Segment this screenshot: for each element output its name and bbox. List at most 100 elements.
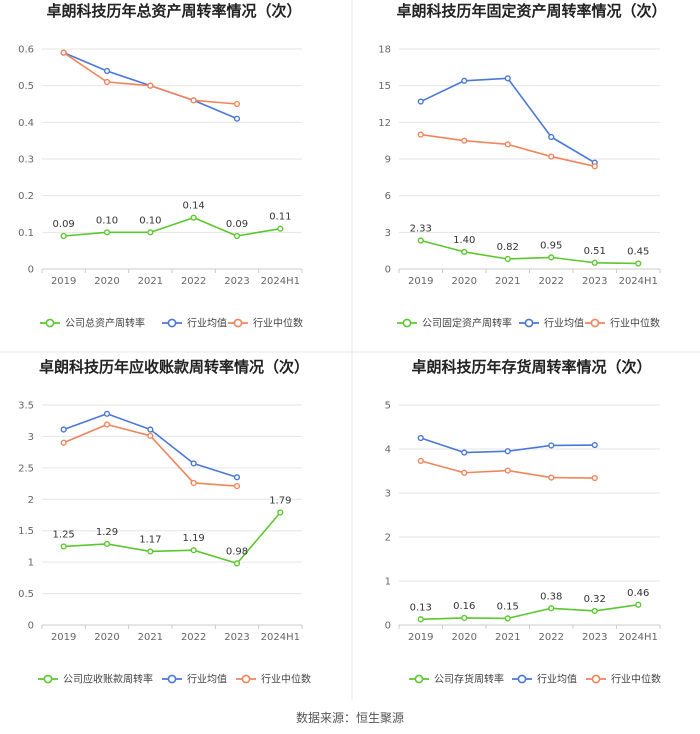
data-label: 0.38 bbox=[540, 591, 562, 602]
y-tick-label: 0 bbox=[385, 621, 391, 632]
legend-item-industry-average: 行业均值 bbox=[162, 673, 227, 686]
chart-title: 卓朗科技历年应收账款周转率情况（次） bbox=[39, 358, 309, 376]
legend-label: 行业均值 bbox=[537, 673, 577, 686]
y-tick-label: 9 bbox=[385, 155, 391, 166]
legend-swatch-marker bbox=[524, 318, 534, 328]
legend-item-industry-median: 行业中位数 bbox=[228, 317, 303, 330]
x-tick-label: 2024H1 bbox=[261, 276, 300, 287]
data-point bbox=[591, 474, 598, 482]
data-point bbox=[277, 225, 284, 232]
series-line-company bbox=[420, 603, 639, 621]
legend-item-company: 公司应收账款周转率 bbox=[38, 673, 153, 686]
chart-title: 卓朗科技历年总资产周转率情况（次） bbox=[46, 2, 301, 20]
data-point bbox=[233, 232, 241, 240]
y-tick-label: 18 bbox=[378, 45, 391, 56]
x-tick-label: 2023 bbox=[582, 632, 607, 643]
x-tick-label: 2020 bbox=[94, 276, 119, 287]
data-label: 0.46 bbox=[627, 588, 649, 599]
data-point bbox=[591, 163, 598, 170]
y-tick-label: 4 bbox=[385, 445, 391, 456]
x-tick-label: 2019 bbox=[51, 276, 76, 287]
y-tick-label: 0.5 bbox=[18, 81, 34, 92]
data-point bbox=[504, 75, 511, 82]
y-tick-label: 2 bbox=[385, 533, 391, 544]
legend-item-industry-median: 行业中位数 bbox=[585, 317, 660, 330]
data-point bbox=[417, 457, 424, 464]
data-point bbox=[190, 214, 197, 221]
legend-label: 行业中位数 bbox=[610, 317, 660, 330]
data-point bbox=[103, 229, 111, 236]
data-label: 0.16 bbox=[453, 601, 475, 612]
chart-title: 卓朗科技历年固定资产周转率情况（次） bbox=[396, 2, 666, 20]
chart-title: 卓朗科技历年存货周转率情况（次） bbox=[411, 358, 651, 376]
legend-label: 行业均值 bbox=[544, 317, 584, 330]
x-tick-label: 2024H1 bbox=[619, 276, 658, 287]
data-point bbox=[548, 153, 555, 160]
data-point bbox=[417, 237, 424, 244]
data-point bbox=[60, 543, 67, 550]
data-label: 1.40 bbox=[453, 235, 475, 246]
chart-panel-1: 卓朗科技历年总资产周转率情况（次） 0 0.1 0.2 0.3 0.4 0.5 0.6 2019… bbox=[18, 2, 303, 330]
x-tick-label: 2022 bbox=[181, 276, 206, 287]
data-point bbox=[548, 254, 555, 261]
data-label: 1.79 bbox=[269, 495, 291, 506]
data-source-note: 数据来源：恒生聚源 bbox=[296, 710, 404, 725]
data-point bbox=[461, 469, 468, 476]
x-tick-label: 2021 bbox=[138, 632, 163, 643]
legend-swatch-marker bbox=[517, 674, 527, 684]
data-point bbox=[548, 442, 555, 449]
data-point bbox=[190, 547, 197, 554]
x-tick-label: 2022 bbox=[539, 632, 564, 643]
data-point bbox=[60, 232, 67, 240]
data-point bbox=[147, 548, 154, 555]
data-label: 2.33 bbox=[410, 224, 432, 235]
legend-item-company: 公司总资产周转率 bbox=[40, 317, 145, 330]
data-point bbox=[461, 449, 468, 456]
chart-panel-2: 卓朗科技历年固定资产周转率情况（次） 0 3 6 9 12 15 18 2019 2020 2021… bbox=[378, 2, 666, 330]
data-point bbox=[190, 97, 197, 104]
data-point bbox=[233, 560, 241, 567]
legend-swatch-marker bbox=[591, 674, 601, 684]
data-label: 1.29 bbox=[96, 527, 118, 538]
y-tick-label: 6 bbox=[385, 191, 391, 202]
data-point bbox=[461, 77, 468, 84]
data-label: 0.09 bbox=[53, 219, 75, 230]
data-label: 0.14 bbox=[183, 201, 205, 212]
y-tick-label: 0.3 bbox=[18, 155, 34, 166]
legend-label: 行业中位数 bbox=[253, 317, 303, 330]
data-point bbox=[60, 439, 67, 446]
data-label: 0.10 bbox=[96, 215, 118, 226]
legend-swatch-marker bbox=[241, 674, 251, 684]
y-tick-label: 1 bbox=[385, 577, 391, 588]
y-tick-label: 0.6 bbox=[18, 45, 34, 56]
y-tick-label: 0.1 bbox=[18, 228, 34, 239]
x-tick-label: 2022 bbox=[539, 276, 564, 287]
data-label: 0.51 bbox=[584, 246, 606, 257]
y-tick-label: 0 bbox=[28, 265, 34, 276]
data-point bbox=[147, 82, 154, 89]
legend-swatch-marker bbox=[414, 674, 424, 684]
y-tick-label: 2.5 bbox=[18, 463, 34, 474]
y-tick-label: 0.2 bbox=[18, 191, 34, 202]
data-point bbox=[60, 49, 67, 56]
legend-label: 公司总资产周转率 bbox=[65, 317, 145, 330]
x-tick-label: 2023 bbox=[582, 276, 607, 287]
legend-swatch-marker bbox=[167, 674, 177, 684]
data-label: 0.98 bbox=[226, 546, 248, 557]
data-point bbox=[548, 133, 555, 141]
legend-swatch-marker bbox=[43, 674, 53, 684]
data-point bbox=[591, 259, 598, 266]
data-label: 0.11 bbox=[269, 212, 291, 223]
legend-label: 公司固定资产周转率 bbox=[422, 317, 512, 330]
data-point bbox=[103, 421, 111, 428]
x-tick-label: 2020 bbox=[452, 632, 477, 643]
legend-item-company: 公司固定资产周转率 bbox=[397, 317, 512, 330]
legend-label: 行业均值 bbox=[187, 317, 227, 330]
data-label: 1.17 bbox=[139, 534, 161, 545]
data-point bbox=[417, 616, 424, 623]
data-point bbox=[635, 601, 642, 608]
y-tick-label: 3 bbox=[385, 489, 391, 500]
data-label: 0.32 bbox=[584, 594, 606, 605]
x-tick-label: 2024H1 bbox=[619, 632, 658, 643]
